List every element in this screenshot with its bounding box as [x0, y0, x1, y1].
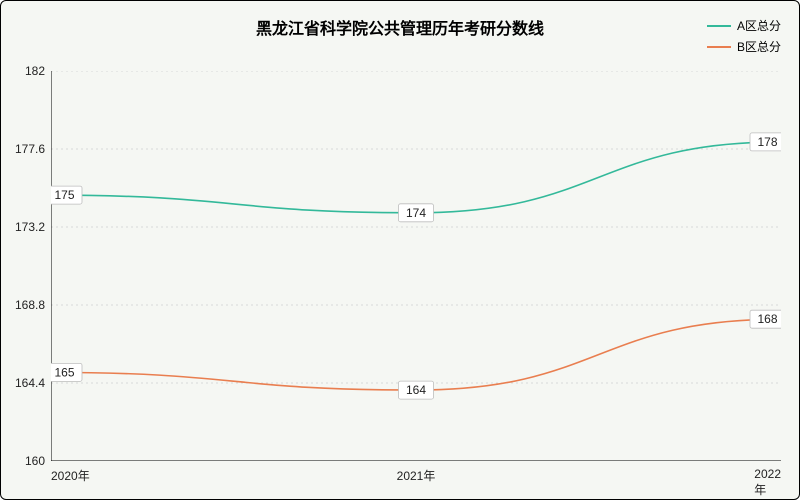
y-tick-label: 182	[25, 64, 45, 78]
chart-title: 黑龙江省科学院公共管理历年考研分数线	[256, 15, 544, 39]
x-tick-label: 2020年	[51, 467, 90, 484]
series-line-A区总分	[51, 142, 781, 213]
y-tick-label: 168.8	[15, 298, 45, 312]
x-tick-label: 2021年	[397, 467, 436, 484]
legend-item: B区总分	[707, 38, 781, 55]
chart-container: 黑龙江省科学院公共管理历年考研分数线 A区总分 B区总分 175 174 178 16…	[0, 0, 800, 500]
y-tick-label: 164.4	[15, 376, 45, 390]
svg-text:165: 165	[54, 365, 74, 379]
legend-swatch	[707, 46, 731, 48]
svg-text:174: 174	[406, 206, 426, 220]
plot-area: 175174178165164168 160164.4168.8173.2177…	[51, 71, 781, 461]
legend-swatch	[707, 25, 731, 27]
legend: A区总分 B区总分	[707, 17, 781, 59]
legend-label: B区总分	[737, 38, 781, 55]
series-line-B区总分	[51, 319, 781, 390]
y-tick-label: 177.6	[15, 142, 45, 156]
y-tick-label: 160	[25, 454, 45, 468]
x-tick-label: 2022年	[754, 467, 781, 498]
y-tick-label: 173.2	[15, 220, 45, 234]
legend-item: A区总分	[707, 17, 781, 34]
svg-text:175: 175	[54, 188, 74, 202]
svg-text:168: 168	[757, 312, 777, 326]
legend-label: A区总分	[737, 17, 781, 34]
svg-text:164: 164	[406, 383, 426, 397]
chart-svg: 175 174 178 165 164 168	[51, 71, 781, 461]
svg-text:178: 178	[757, 135, 777, 149]
